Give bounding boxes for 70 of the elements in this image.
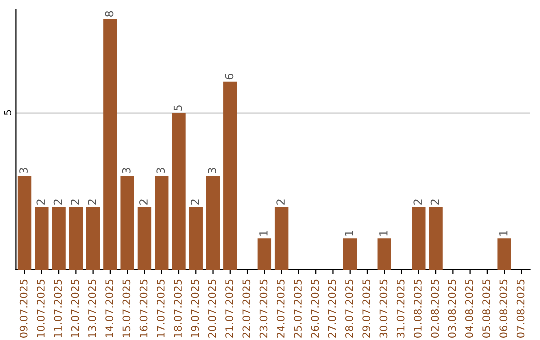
bar [155, 176, 169, 270]
bar [189, 207, 203, 270]
bar [18, 176, 32, 270]
x-tick-label: 14.07.2025 [106, 280, 114, 338]
data-label: 6 [225, 74, 234, 80]
data-label: 8 [105, 11, 114, 17]
data-label: 1 [345, 231, 354, 236]
data-label: 1 [500, 231, 508, 236]
data-label: 3 [122, 168, 131, 174]
data-label: 2 [430, 200, 440, 205]
bar [258, 238, 272, 270]
bar [412, 207, 426, 270]
bar [498, 238, 512, 270]
data-label: 2 [70, 200, 80, 205]
data-label: 2 [54, 200, 62, 205]
bar [378, 238, 392, 270]
data-label: 2 [140, 200, 148, 205]
bar [120, 176, 134, 270]
bar [206, 176, 220, 270]
x-tick-label: 02.08.2025 [431, 280, 440, 338]
bar [172, 113, 186, 270]
bar [104, 19, 118, 270]
data-label: 5 [174, 106, 182, 111]
data-label: 3 [156, 168, 166, 174]
x-tick-label: 05.08.2025 [482, 280, 490, 338]
x-tick-label: 09.07.2025 [20, 280, 28, 338]
data-label: 2 [276, 200, 285, 205]
x-tick-label: 25.07.2025 [294, 280, 302, 338]
x-tick-label: 29.07.2025 [362, 280, 371, 338]
data-label: 3 [20, 168, 28, 174]
x-tick-label: 12.07.2025 [71, 280, 80, 338]
bar [344, 238, 358, 270]
data-label: 2 [414, 200, 422, 205]
bar [429, 207, 443, 270]
x-tick-label: 10.07.2025 [37, 280, 45, 338]
bar [69, 207, 84, 270]
x-tick-label: 16.07.2025 [140, 280, 148, 338]
data-label: 3 [208, 168, 216, 174]
x-tick-label: 11.07.2025 [54, 280, 62, 338]
x-tick-label: 17.07.2025 [157, 280, 165, 338]
x-tick-label: 22.07.2025 [242, 280, 251, 338]
data-label: 1 [380, 231, 388, 236]
x-tick-label: 30.07.2025 [380, 280, 388, 338]
bar [138, 207, 152, 270]
x-tick-label: 01.08.2025 [414, 280, 422, 338]
x-tick-label: 31.07.2025 [396, 280, 405, 338]
x-tick-label: 03.08.2025 [448, 280, 456, 338]
data-label: 2 [190, 200, 200, 205]
bar [52, 207, 66, 270]
x-tick-label: 27.07.2025 [328, 280, 336, 338]
bar [274, 207, 289, 270]
data-label: 1 [260, 231, 268, 236]
x-tick-label: 26.07.2025 [311, 280, 320, 338]
data-label: 2 [88, 200, 96, 205]
x-tick-label: 07.08.2025 [516, 280, 525, 338]
x-tick-label: 23.07.2025 [260, 280, 268, 338]
x-tick-label: 20.07.2025 [208, 280, 216, 338]
x-tick-label: 04.08.2025 [465, 280, 474, 338]
bar [86, 207, 100, 270]
x-tick-label: 28.07.2025 [345, 280, 354, 338]
x-tick-label: 06.08.2025 [500, 280, 508, 338]
x-tick-label: 24.07.2025 [276, 280, 285, 338]
x-tick-label: 15.07.2025 [122, 280, 131, 338]
bar [35, 207, 49, 270]
x-tick-label: 19.07.2025 [191, 280, 200, 338]
x-tick-label: 13.07.2025 [88, 280, 96, 338]
x-tick-label: 21.07.2025 [226, 280, 234, 338]
bar [224, 82, 238, 270]
data-label: 2 [36, 200, 45, 205]
x-tick-label: 18.07.2025 [174, 280, 182, 338]
